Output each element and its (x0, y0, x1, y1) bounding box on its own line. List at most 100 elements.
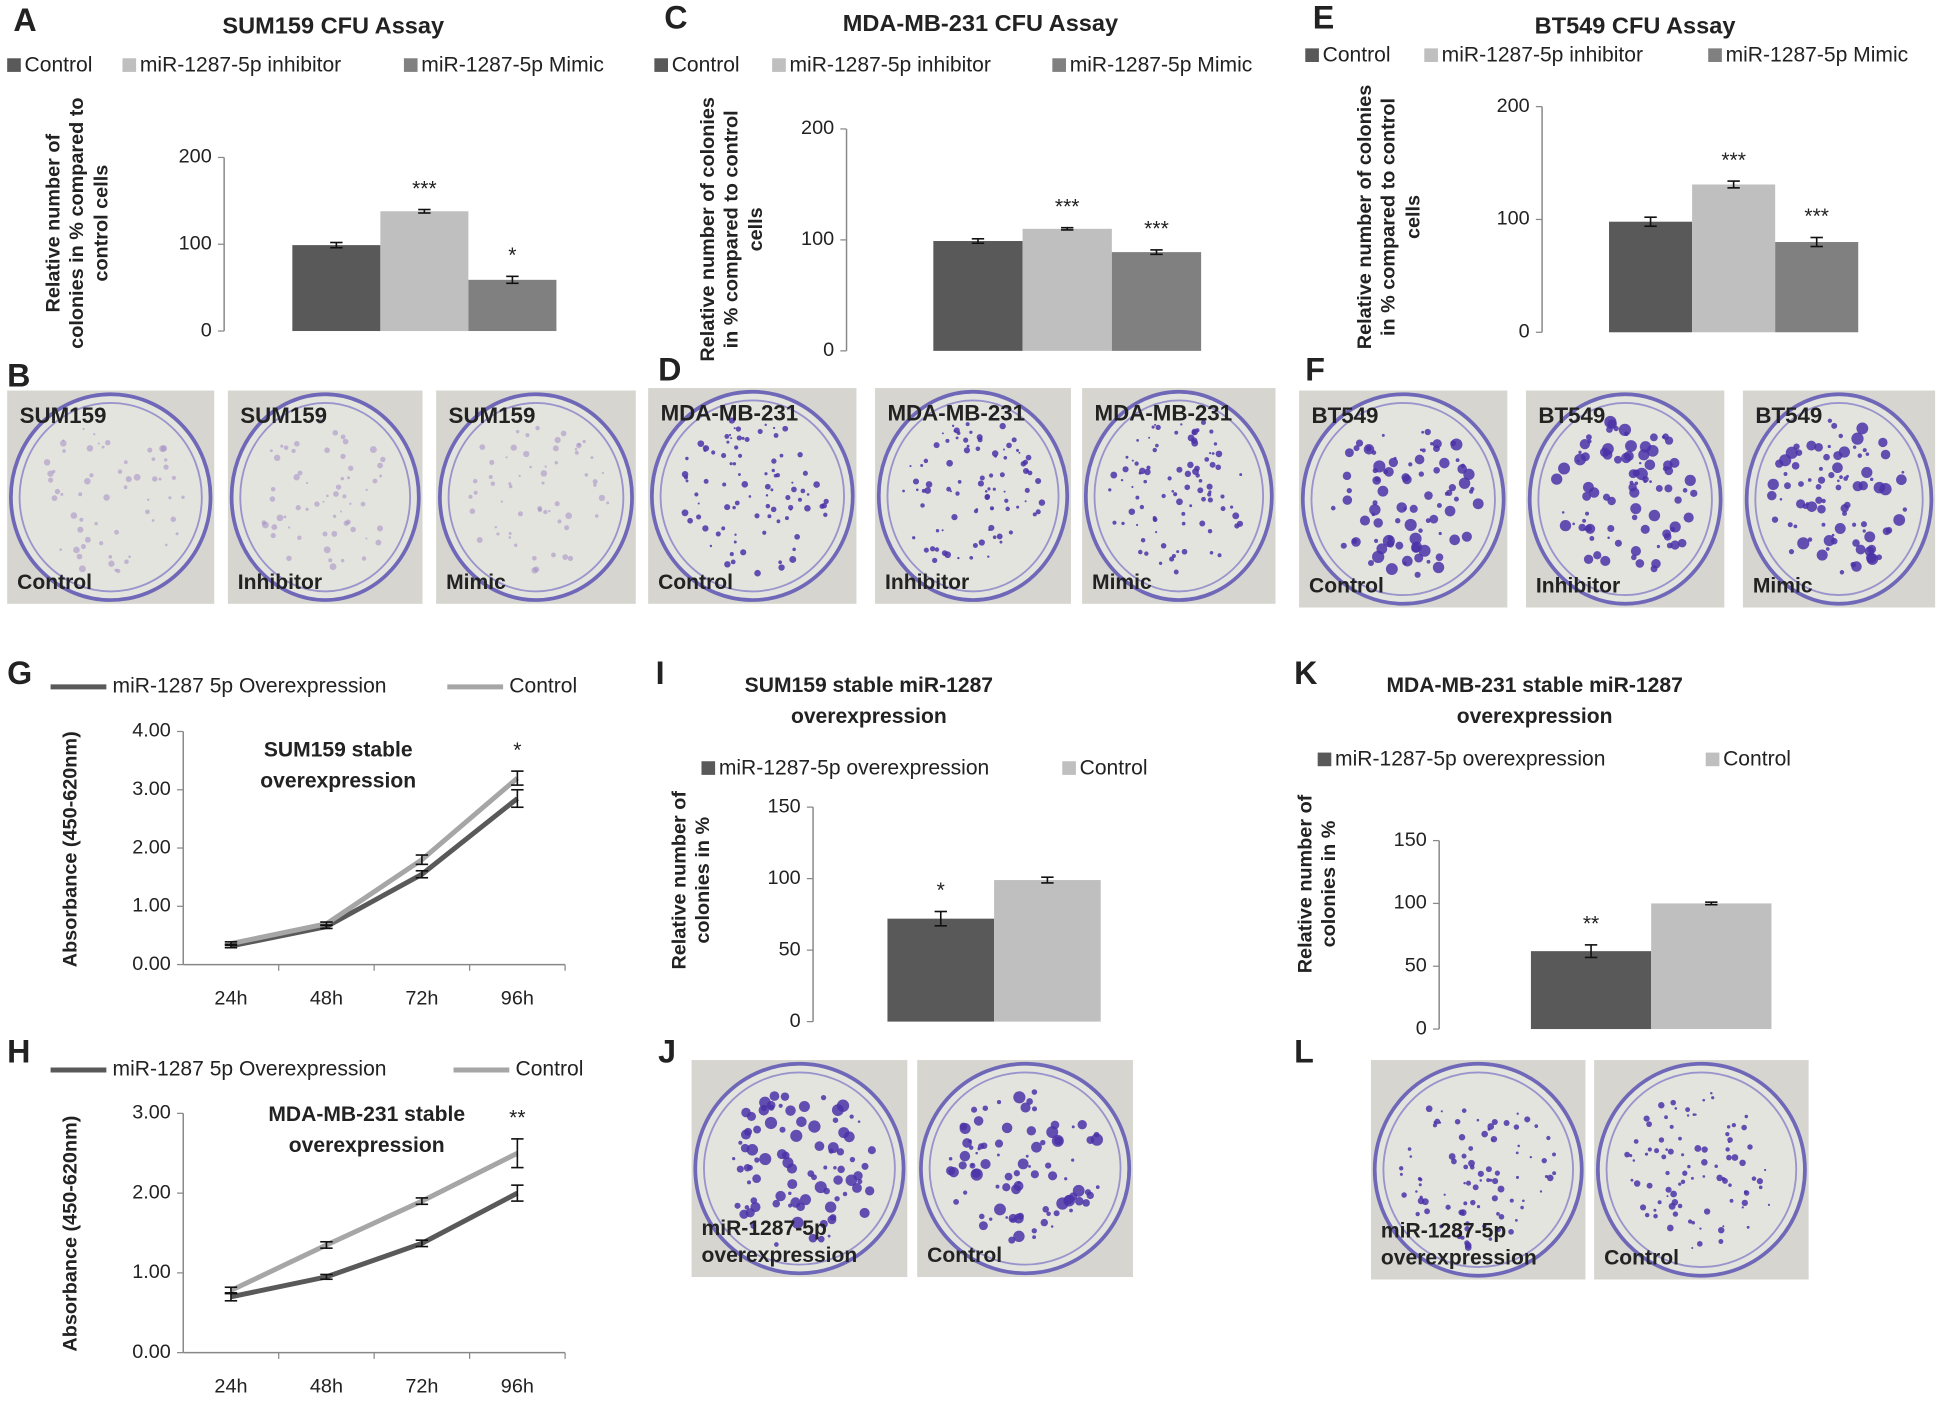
colony (1541, 1157, 1547, 1164)
colony (535, 425, 540, 431)
colony (765, 503, 771, 509)
colony (912, 478, 920, 485)
colony (1148, 436, 1151, 439)
colony (791, 1216, 804, 1229)
colony (560, 430, 567, 437)
colony (782, 425, 789, 432)
colony (1852, 445, 1857, 449)
colony (1839, 570, 1845, 575)
colony (1579, 438, 1591, 450)
colony (1722, 1178, 1728, 1184)
colony (1831, 533, 1835, 537)
colony (1381, 433, 1385, 437)
colony (971, 1106, 978, 1113)
colony (146, 498, 150, 501)
colony (513, 543, 518, 548)
colony (1495, 1227, 1501, 1233)
colony (1388, 457, 1398, 468)
legend-label: Control (1723, 748, 1791, 771)
colony (999, 540, 1003, 544)
dish-caption: Inhibitor (1535, 573, 1621, 598)
colony (779, 453, 784, 458)
colony (1209, 461, 1216, 468)
y-tick-label: 2.00 (132, 1181, 171, 1203)
colony (736, 435, 742, 441)
colony (280, 444, 284, 448)
colony (1858, 480, 1868, 491)
colony (789, 556, 797, 563)
colony (1470, 486, 1475, 492)
colony (1827, 418, 1833, 423)
dish-inner (659, 399, 845, 593)
colony (836, 1148, 845, 1156)
colony (1022, 467, 1029, 475)
colony (347, 476, 351, 480)
colony (500, 500, 503, 503)
colony (79, 517, 84, 522)
colony (1472, 498, 1484, 510)
colony (105, 440, 111, 446)
bar (1609, 221, 1693, 333)
colony (340, 476, 345, 481)
legend-label: Control (509, 674, 577, 697)
colony (544, 465, 547, 468)
colony (1409, 504, 1418, 513)
colony (996, 533, 1003, 540)
colony (843, 1131, 855, 1143)
colony (1448, 484, 1456, 492)
x-tick-label: 24h (214, 1376, 247, 1398)
colony (996, 1099, 1002, 1105)
colony (1020, 1102, 1031, 1113)
dish-caption: Mimic (1752, 573, 1813, 598)
colony (377, 462, 383, 469)
colony (1045, 1162, 1052, 1169)
colony (776, 519, 781, 524)
colony (1860, 521, 1867, 528)
colony (1653, 1208, 1657, 1212)
colony (912, 536, 916, 540)
colony (1864, 531, 1876, 543)
colony (595, 514, 599, 518)
colony (813, 481, 820, 488)
colony (380, 456, 386, 463)
colony (1371, 450, 1377, 455)
colony (1630, 546, 1641, 557)
colony (697, 502, 700, 505)
colony (1661, 435, 1666, 439)
colony (323, 546, 331, 554)
colony (82, 427, 85, 431)
colony (1623, 451, 1634, 462)
y-tick-label: 50 (779, 938, 801, 960)
colony (987, 555, 990, 558)
y-axis-label-box: Relative number of colonies in % (669, 791, 714, 970)
colony (283, 445, 289, 451)
colony (989, 1217, 993, 1221)
colony (1476, 1118, 1480, 1122)
dish-photo (1742, 390, 1936, 608)
legend-label: miR-1287-5p Mimic (421, 53, 604, 76)
colony (1396, 502, 1407, 513)
colony (1415, 1211, 1420, 1217)
colony (1090, 1133, 1103, 1146)
bar (1022, 228, 1112, 351)
colony (1344, 448, 1354, 458)
colony (797, 497, 803, 502)
colony (1367, 560, 1374, 567)
colony (1138, 471, 1142, 475)
colony (601, 471, 604, 475)
dish-photo (917, 1060, 1133, 1278)
colony (1701, 1158, 1708, 1166)
colony (554, 501, 560, 507)
colony (369, 446, 377, 454)
colony (804, 504, 811, 512)
colony (1718, 1239, 1724, 1244)
colony (1731, 1154, 1739, 1161)
colony (515, 429, 520, 434)
colony (1515, 1175, 1520, 1179)
colony (1407, 1147, 1412, 1151)
colony (842, 1191, 848, 1197)
dish-rim (1083, 389, 1274, 602)
colony (1551, 473, 1563, 485)
colony (348, 465, 354, 471)
